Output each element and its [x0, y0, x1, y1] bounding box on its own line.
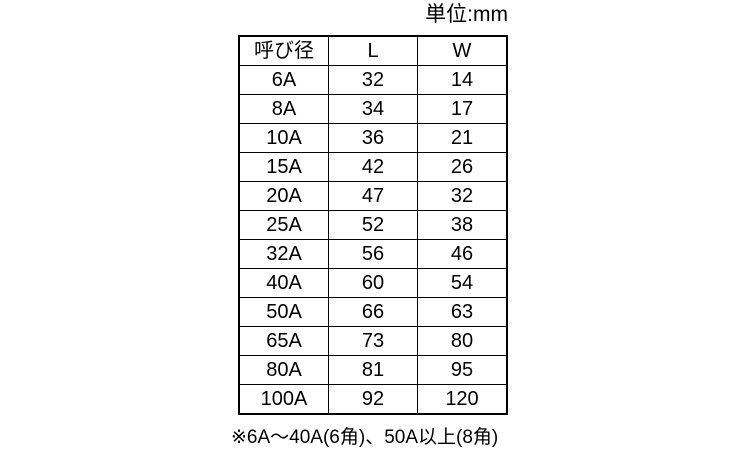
- cell-l: 36: [328, 123, 418, 153]
- table-row: 40A 60 54: [238, 268, 508, 298]
- cell-size: 100A: [238, 384, 329, 415]
- table-row: 80A 81 95: [238, 355, 508, 385]
- cell-size: 20A: [238, 181, 329, 211]
- cell-w: 14: [417, 65, 508, 95]
- cell-l: 92: [328, 384, 418, 415]
- cell-size: 32A: [238, 239, 329, 269]
- table-row: 25A 52 38: [238, 210, 508, 240]
- dimension-table: 呼び径 L W 6A 32 14 8A 34 17 10A 36 21 15: [238, 35, 508, 415]
- cell-w: 54: [417, 268, 508, 298]
- cell-l: 66: [328, 297, 418, 327]
- cell-w: 17: [417, 94, 508, 124]
- table-row: 100A 92 120: [238, 384, 508, 415]
- cell-size: 25A: [238, 210, 329, 240]
- cell-l: 73: [328, 326, 418, 356]
- table-row: 15A 42 26: [238, 152, 508, 182]
- cell-l: 81: [328, 355, 418, 385]
- cell-size: 80A: [238, 355, 329, 385]
- cell-w: 38: [417, 210, 508, 240]
- cell-l: 56: [328, 239, 418, 269]
- col-header-nominal-diameter: 呼び径: [238, 35, 329, 66]
- cell-l: 42: [328, 152, 418, 182]
- cell-size: 65A: [238, 326, 329, 356]
- table-row: 32A 56 46: [238, 239, 508, 269]
- cell-w: 26: [417, 152, 508, 182]
- cell-l: 52: [328, 210, 418, 240]
- footnote: ※6A～40A(6角)、50A以上(8角): [231, 427, 499, 448]
- unit-label: 単位:mm: [425, 3, 508, 26]
- cell-l: 60: [328, 268, 418, 298]
- table-body: 6A 32 14 8A 34 17 10A 36 21 15A 42 26 20…: [238, 65, 508, 415]
- cell-w: 120: [417, 384, 508, 415]
- cell-l: 34: [328, 94, 418, 124]
- cell-size: 50A: [238, 297, 329, 327]
- cell-l: 47: [328, 181, 418, 211]
- cell-w: 63: [417, 297, 508, 327]
- cell-size: 15A: [238, 152, 329, 182]
- cell-size: 40A: [238, 268, 329, 298]
- cell-size: 6A: [238, 65, 329, 95]
- cell-l: 32: [328, 65, 418, 95]
- table-row: 6A 32 14: [238, 65, 508, 95]
- col-header-w: W: [417, 35, 508, 66]
- cell-size: 10A: [238, 123, 329, 153]
- table-header: 呼び径 L W: [238, 35, 508, 66]
- cell-size: 8A: [238, 94, 329, 124]
- table-row: 20A 47 32: [238, 181, 508, 211]
- header-row: 呼び径 L W: [238, 35, 508, 66]
- cell-w: 46: [417, 239, 508, 269]
- cell-w: 95: [417, 355, 508, 385]
- col-header-l: L: [328, 35, 418, 66]
- table-row: 10A 36 21: [238, 123, 508, 153]
- cell-w: 80: [417, 326, 508, 356]
- table-row: 65A 73 80: [238, 326, 508, 356]
- cell-w: 32: [417, 181, 508, 211]
- table-row: 8A 34 17: [238, 94, 508, 124]
- table-row: 50A 66 63: [238, 297, 508, 327]
- cell-w: 21: [417, 123, 508, 153]
